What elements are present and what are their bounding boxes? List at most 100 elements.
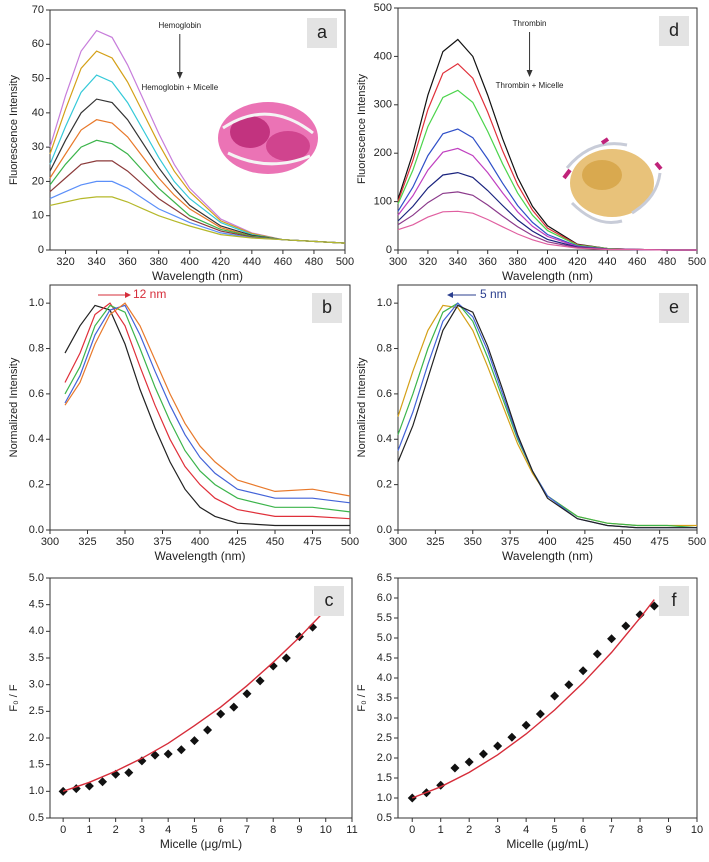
- data-point: [521, 720, 531, 730]
- x-tick-label: 300: [389, 256, 407, 268]
- y-axis-label: Normalized Intensity: [356, 357, 368, 457]
- data-point: [98, 777, 108, 787]
- annotation: Thrombin: [513, 19, 547, 28]
- x-axis-label: Wavelength (nm): [502, 549, 593, 563]
- x-tick-label: 475: [650, 536, 668, 548]
- x-tick-label: 380: [508, 256, 526, 268]
- data-point: [535, 709, 545, 719]
- data-line: [64, 304, 351, 504]
- data-point: [450, 763, 460, 773]
- x-tick-label: 440: [598, 256, 616, 268]
- x-tick-label: 9: [296, 824, 302, 836]
- data-point: [478, 749, 488, 759]
- y-tick-label: 3.5: [377, 692, 392, 704]
- plot-frame: [49, 284, 351, 531]
- data-line: [397, 304, 697, 527]
- data-line: [64, 302, 351, 520]
- y-tick-label: 1.0: [29, 785, 44, 797]
- y-tick-label: 0.8: [377, 342, 392, 354]
- arrow-head: [125, 292, 131, 298]
- arrow-head: [176, 72, 183, 79]
- x-tick-label: 380: [150, 256, 168, 268]
- data-line: [64, 304, 350, 527]
- y-tick-label: 10: [32, 210, 44, 222]
- x-tick-label: 7: [244, 824, 250, 836]
- x-tick-label: 2: [113, 824, 119, 836]
- data-line: [397, 62, 697, 251]
- x-tick-label: 300: [41, 536, 59, 548]
- x-tick-label: 0: [409, 824, 415, 836]
- y-axis-label: Fluorescence Intensity: [356, 73, 368, 184]
- data-line: [397, 191, 697, 251]
- y-axis-label: F₀ / F: [356, 684, 368, 711]
- x-tick-label: 440: [243, 256, 261, 268]
- x-tick-label: 500: [688, 536, 706, 548]
- y-tick-label: 300: [374, 99, 392, 111]
- x-tick-label: 360: [118, 256, 136, 268]
- x-tick-label: 500: [336, 256, 354, 268]
- data-point: [255, 676, 265, 686]
- panel-label: a: [317, 22, 328, 42]
- x-tick-label: 320: [419, 256, 437, 268]
- plot-frame: [49, 9, 346, 251]
- x-tick-label: 460: [274, 256, 292, 268]
- y-tick-label: 0.6: [377, 388, 392, 400]
- x-tick-label: 375: [153, 536, 171, 548]
- data-point: [189, 736, 199, 746]
- panel-label: d: [669, 20, 679, 40]
- panel: 300 325 350 375 400 425 450 475 500 0.0 0.2 0.4 0.6 0…: [8, 284, 359, 563]
- annotation: Thrombin + Micelle: [496, 81, 564, 90]
- data-point: [229, 702, 239, 712]
- y-tick-label: 4.0: [377, 672, 392, 684]
- data-line: [49, 160, 346, 244]
- data-point: [607, 634, 617, 644]
- panel-label: b: [322, 297, 332, 317]
- x-axis-label: Micelle (μg/mL): [506, 837, 588, 851]
- arrow-head: [526, 70, 533, 77]
- y-tick-label: 3.0: [377, 712, 392, 724]
- x-tick-label: 460: [628, 256, 646, 268]
- y-tick-label: 1.0: [29, 297, 44, 309]
- y-tick-label: 1.5: [377, 772, 392, 784]
- y-tick-label: 0.0: [29, 524, 44, 536]
- data-point: [176, 745, 186, 755]
- x-tick-label: 4: [523, 824, 529, 836]
- y-tick-label: 4.5: [29, 599, 44, 611]
- y-tick-label: 1.0: [377, 792, 392, 804]
- data-point: [163, 749, 173, 759]
- annotation: Hemoglobin + Micelle: [141, 83, 218, 92]
- x-tick-label: 400: [191, 536, 209, 548]
- x-tick-label: 2: [466, 824, 472, 836]
- panel-label-box: [312, 293, 342, 323]
- y-tick-label: 1.5: [29, 759, 44, 771]
- panel: 0 1 2 3 4 5 6 7 8 9 10 11 0.5 1.0 1.5 2.0 2.5 3.0 3.5 4.0 4.…: [8, 572, 358, 851]
- y-axis-label: Fluorescence Intensity: [8, 74, 20, 185]
- panel-label: f: [671, 590, 677, 610]
- x-tick-label: 11: [346, 824, 357, 836]
- x-tick-label: 350: [116, 536, 134, 548]
- x-tick-label: 480: [658, 256, 676, 268]
- x-tick-label: 340: [449, 256, 467, 268]
- y-tick-label: 3.0: [29, 679, 44, 691]
- y-tick-label: 3.5: [29, 652, 44, 664]
- y-tick-label: 50: [32, 72, 44, 84]
- data-point: [578, 666, 588, 676]
- y-tick-label: 100: [374, 196, 392, 208]
- x-tick-label: 480: [305, 256, 323, 268]
- data-point: [592, 649, 602, 659]
- x-axis-label: Wavelength (nm): [502, 269, 593, 283]
- y-tick-label: 2.0: [377, 752, 392, 764]
- y-tick-label: 6.5: [377, 572, 392, 584]
- y-tick-label: 20: [32, 175, 44, 187]
- x-tick-label: 325: [78, 536, 96, 548]
- x-tick-label: 9: [665, 824, 671, 836]
- x-axis-label: Wavelength (nm): [152, 269, 243, 283]
- x-tick-label: 5: [552, 824, 558, 836]
- x-tick-label: 8: [637, 824, 643, 836]
- panel: 300 320 340 360 380 400 420 440 460 480 500 0 100 200…: [356, 2, 706, 283]
- data-line: [64, 304, 351, 513]
- x-tick-label: 3: [495, 824, 501, 836]
- x-tick-label: 400: [538, 536, 556, 548]
- y-tick-label: 0: [386, 244, 392, 256]
- panel-label-box: [659, 293, 689, 323]
